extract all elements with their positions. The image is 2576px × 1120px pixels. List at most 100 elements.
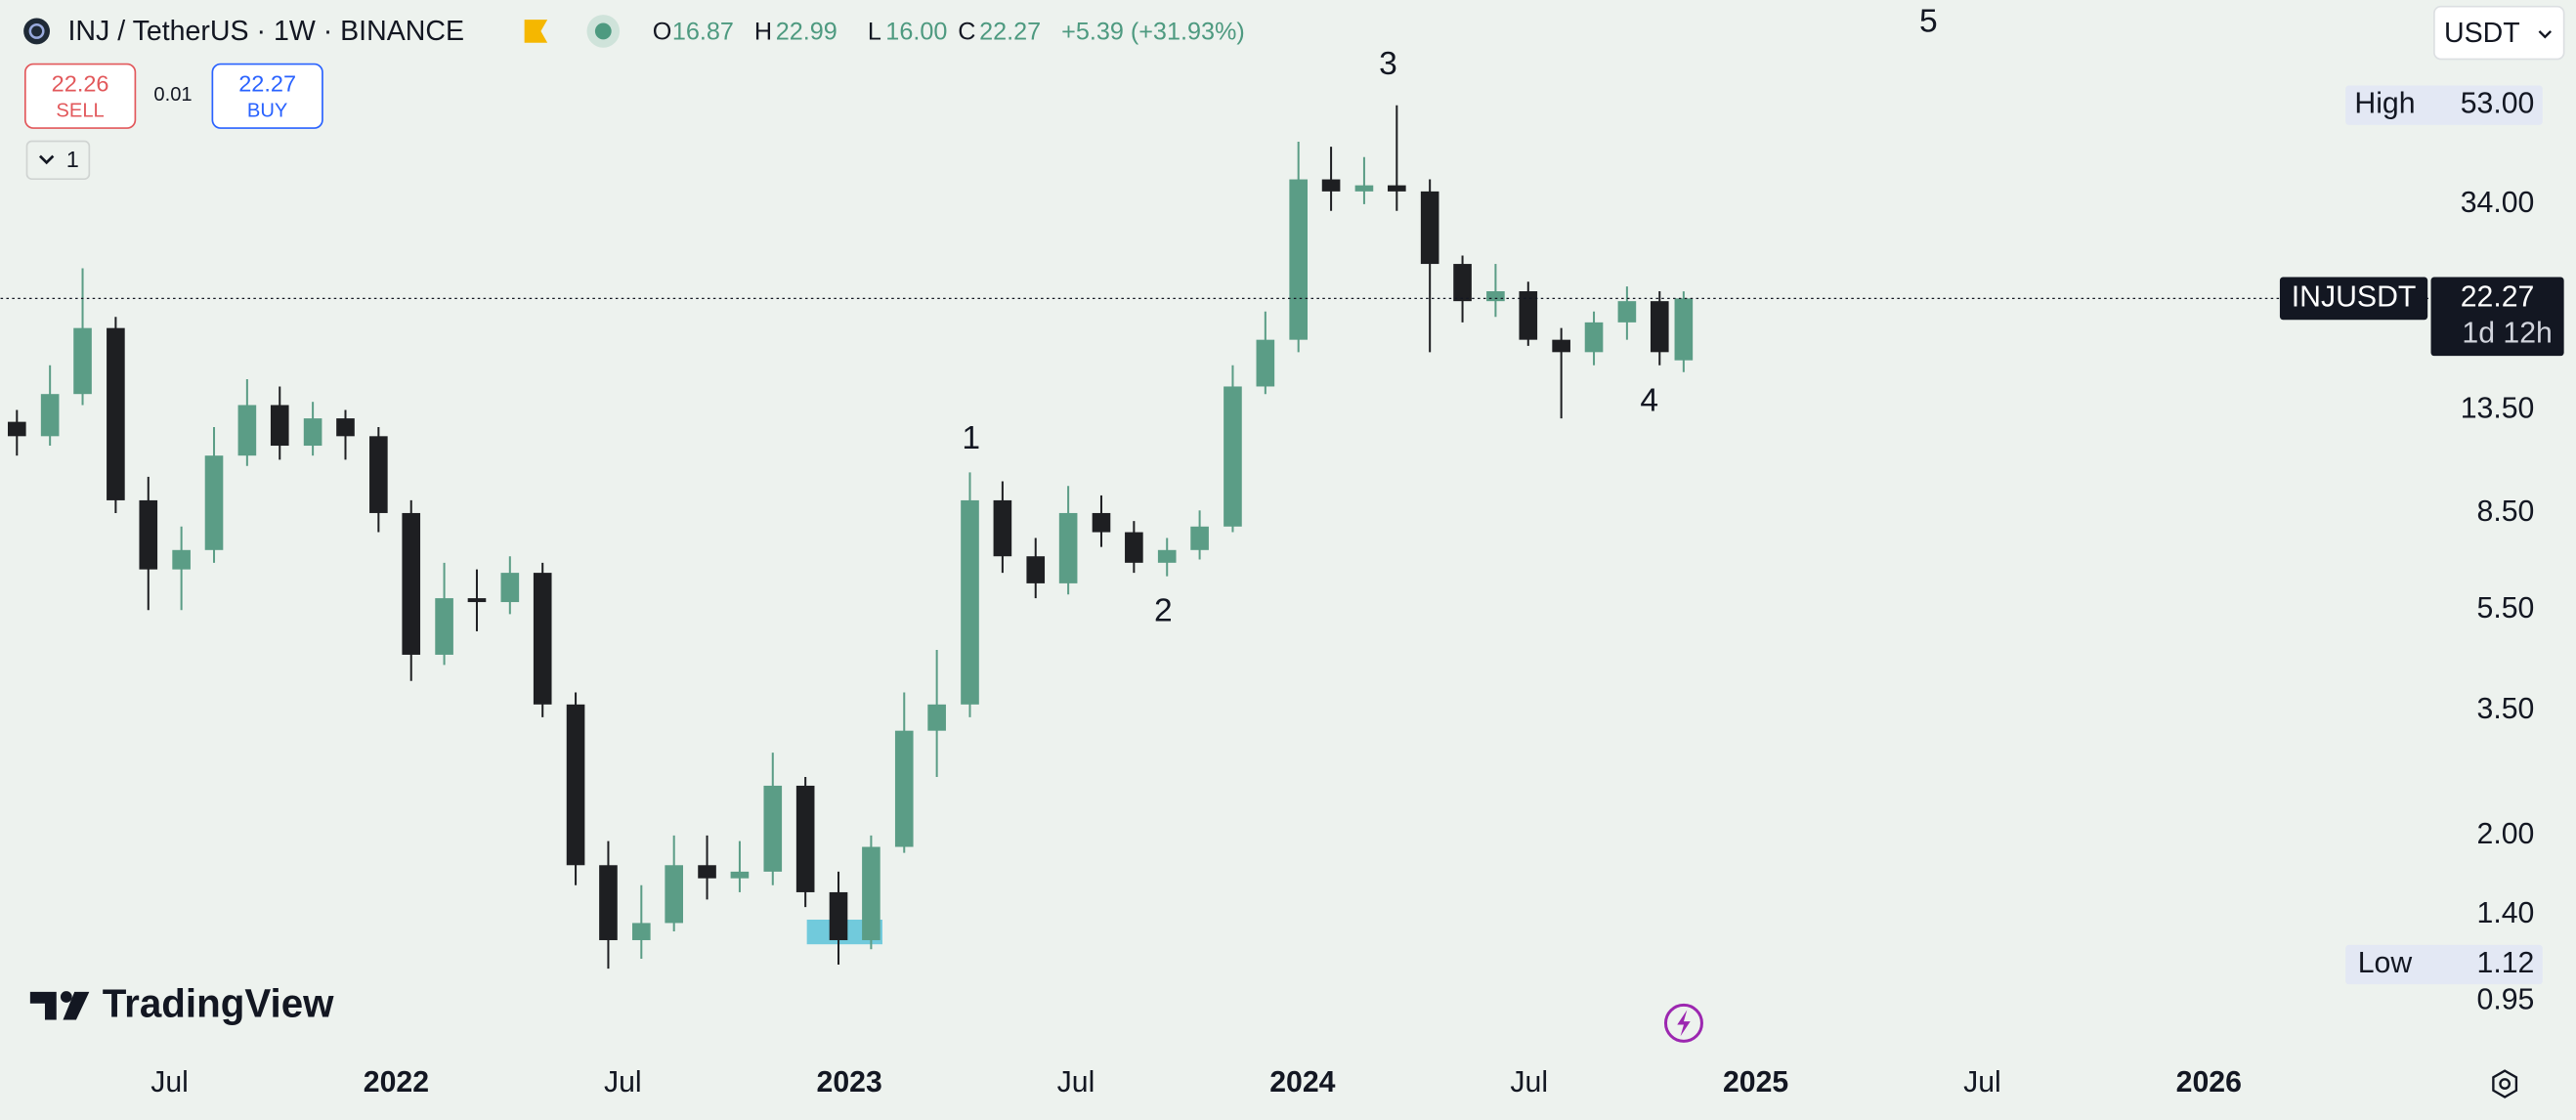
buy-box[interactable] bbox=[211, 63, 323, 129]
logo-part bbox=[29, 991, 57, 1020]
candle-body bbox=[763, 785, 783, 872]
candle-body bbox=[1388, 185, 1406, 192]
symbol-logo-ring bbox=[28, 22, 45, 39]
wave-label: 5 bbox=[1919, 3, 1938, 39]
ohlc-value: 22.99 bbox=[776, 18, 837, 45]
price-axis-overlay: 34.00 13.50 8.50 5.50 3.50 2.00 1.40 0.95 INJUSD… bbox=[2279, 85, 2564, 1016]
status-dot bbox=[594, 22, 612, 40]
candle-body bbox=[204, 455, 224, 550]
candle-body bbox=[1026, 556, 1046, 583]
sell-label[interactable]: SELL bbox=[56, 101, 104, 122]
candle-body bbox=[1486, 291, 1505, 302]
candle-body bbox=[993, 499, 1012, 557]
dropdown-box[interactable] bbox=[2433, 5, 2565, 61]
watermark: TradingView bbox=[29, 981, 334, 1026]
candle-body bbox=[107, 327, 125, 500]
candle-body bbox=[631, 923, 651, 940]
sell-price[interactable]: 22.26 bbox=[52, 71, 109, 97]
candle-body bbox=[795, 785, 815, 892]
candle-body bbox=[1354, 185, 1374, 192]
candle-body bbox=[500, 573, 520, 603]
candle-body bbox=[1125, 532, 1143, 563]
candle-body bbox=[1552, 339, 1570, 353]
candle-body bbox=[1256, 339, 1275, 387]
currency-dropdown[interactable]: USDT bbox=[2433, 5, 2565, 61]
low-marker-name: Low bbox=[2358, 947, 2413, 979]
buy-price[interactable]: 22.27 bbox=[238, 71, 296, 97]
candle-body bbox=[467, 598, 487, 603]
high-marker-box bbox=[2345, 85, 2543, 125]
lightning-button[interactable] bbox=[1663, 1003, 1703, 1043]
price-change: +5.39 (+31.93%) bbox=[1061, 18, 1245, 45]
x-tick-label: Jul bbox=[1510, 1066, 1548, 1098]
buy-label[interactable]: BUY bbox=[247, 101, 287, 122]
candle-body bbox=[665, 865, 683, 924]
candle-body bbox=[698, 865, 716, 879]
last-price-name-box bbox=[2279, 277, 2428, 321]
candle-body bbox=[1190, 526, 1209, 550]
ohlc-key: H bbox=[754, 18, 772, 45]
x-tick-label: 2025 bbox=[1723, 1066, 1788, 1098]
candle-body bbox=[237, 405, 257, 456]
gear[interactable] bbox=[2492, 1069, 2518, 1098]
sell-box[interactable] bbox=[23, 63, 137, 129]
wave-label: 3 bbox=[1379, 46, 1397, 82]
plot-area bbox=[0, 105, 2431, 969]
x-tick-label: 2026 bbox=[2176, 1066, 2242, 1098]
currency[interactable]: USDT bbox=[2444, 18, 2520, 49]
candle-body bbox=[927, 704, 946, 731]
x-tick-label: Jul bbox=[1963, 1066, 2001, 1098]
candle-body bbox=[1519, 291, 1538, 340]
chevron[interactable] bbox=[38, 154, 55, 165]
y-tick-label: 34.00 bbox=[2461, 187, 2535, 219]
wave-label: 1 bbox=[962, 420, 980, 456]
candle-body bbox=[1420, 191, 1439, 265]
lightning-bolt[interactable] bbox=[1677, 1010, 1691, 1037]
candle-body bbox=[1674, 298, 1694, 361]
y-tick-label: 13.50 bbox=[2461, 392, 2535, 424]
candle-body bbox=[303, 418, 322, 447]
ohlc-key: L bbox=[868, 18, 881, 45]
candle-body bbox=[40, 394, 60, 437]
candle-body bbox=[172, 549, 191, 570]
candle-body bbox=[1289, 179, 1309, 340]
low-marker-box bbox=[2345, 944, 2543, 985]
buy-button[interactable]: 22.27 BUY bbox=[211, 63, 323, 129]
last-price-value: 22.27 bbox=[2461, 280, 2535, 313]
lightning-ring[interactable] bbox=[1663, 1003, 1703, 1043]
last-price-name: INJUSDT bbox=[2292, 280, 2417, 313]
collapse-box[interactable] bbox=[25, 140, 91, 180]
ohlc-value: 16.87 bbox=[672, 18, 734, 45]
settings-button[interactable] bbox=[2492, 1069, 2518, 1098]
candle-body bbox=[1092, 512, 1111, 533]
wave-label: 4 bbox=[1640, 383, 1658, 419]
countdown: 1d 12h bbox=[2462, 317, 2552, 349]
wave-label: 2 bbox=[1154, 593, 1173, 629]
logo-part bbox=[63, 991, 90, 1020]
gear-center[interactable] bbox=[2499, 1078, 2512, 1090]
collapse-button[interactable]: 1 bbox=[25, 140, 91, 180]
y-tick-label: 0.95 bbox=[2477, 984, 2535, 1016]
candle-body bbox=[336, 418, 355, 437]
candle-body bbox=[73, 327, 92, 395]
candle-body bbox=[894, 730, 914, 847]
sell-button[interactable]: 22.26 SELL bbox=[23, 63, 137, 129]
candle-body bbox=[730, 871, 750, 879]
chevron[interactable] bbox=[2538, 30, 2553, 39]
x-tick-label: Jul bbox=[604, 1066, 642, 1098]
candle-body bbox=[961, 499, 979, 705]
y-tick-label: 8.50 bbox=[2477, 495, 2535, 528]
candle-body bbox=[1453, 264, 1472, 302]
candle-body bbox=[435, 598, 453, 655]
x-tick-label: 2023 bbox=[817, 1066, 882, 1098]
x-tick-label: 2022 bbox=[364, 1066, 429, 1098]
collapse-count[interactable]: 1 bbox=[66, 147, 79, 172]
y-tick-label: 2.00 bbox=[2477, 818, 2535, 850]
candle-body bbox=[1650, 301, 1669, 353]
symbol: INJ / TetherUS · 1W · BINANCE bbox=[67, 16, 464, 47]
high-marker-value: 53.00 bbox=[2461, 88, 2535, 120]
ohlc-value: 22.27 bbox=[979, 18, 1041, 45]
